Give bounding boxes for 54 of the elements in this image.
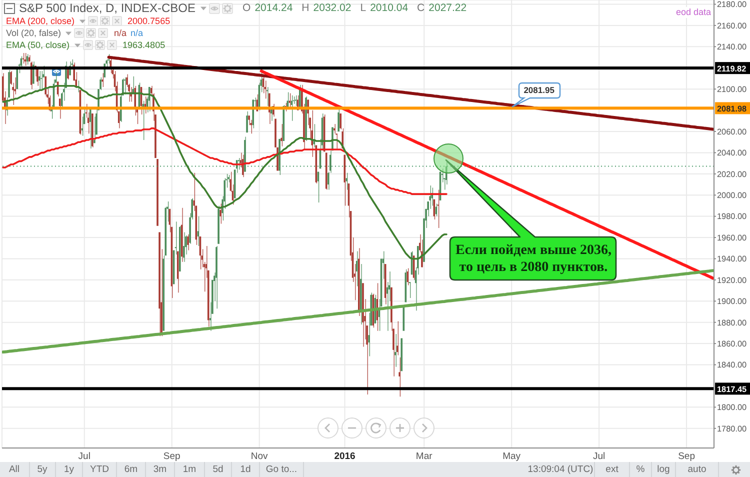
y-tick-label: 2100.00: [717, 84, 748, 94]
chart-title: S&P 500 Index, D, INDEX-CBOE: [19, 1, 196, 15]
text: YTD: [90, 464, 109, 475]
text: EMA (200, close): [6, 15, 75, 27]
x-tick-label: 2016: [334, 451, 356, 462]
annotation: 1963.4805: [122, 39, 166, 51]
y-tick-label: 2180.00: [717, 0, 748, 10]
text: 1y: [64, 464, 74, 475]
text: 1d: [240, 464, 251, 475]
text: ext: [606, 464, 618, 475]
ref-line-label: 1817.45: [717, 384, 748, 394]
text: log: [657, 464, 670, 475]
x-tick-label: Jul: [78, 451, 90, 462]
text: All: [8, 464, 20, 475]
y-tick-label: 1980.00: [717, 212, 748, 222]
y-tick-label: 1800.00: [717, 403, 748, 412]
text: Go to...: [266, 464, 298, 475]
y-tick-label: 1920.00: [717, 276, 748, 285]
annotation: O 2014.24 H 2032.02 L 2010.04 C 2027.22: [242, 2, 467, 14]
y-tick-label: 1780.00: [717, 424, 748, 434]
text: 13:09:04 (UTC): [528, 464, 594, 475]
text: auto: [688, 464, 706, 475]
y-tick-label: 2000.00: [717, 191, 748, 200]
y-tick-label: 2020.00: [717, 170, 748, 179]
ref-line-label: 2119.82: [717, 64, 747, 74]
text: EMA (50, close): [6, 39, 70, 51]
y-tick-label: 1840.00: [717, 360, 748, 370]
y-tick-label: 2140.00: [717, 42, 748, 52]
text: 3m: [153, 464, 167, 475]
text: Vol (20, false) n/a n/a: [6, 28, 144, 38]
y-tick-label: 1860.00: [717, 339, 748, 348]
y-tick-label: 1900.00: [717, 297, 748, 306]
y-tick-label: 2160.00: [717, 21, 748, 30]
x-tick-label: Nov: [250, 451, 268, 462]
text: 6m: [124, 464, 138, 475]
y-tick-label: 2060.00: [717, 127, 748, 136]
text: %: [636, 464, 645, 475]
x-tick-label: Mar: [416, 451, 432, 462]
annotation: Если пойдем выше 2036, то цель в 2080 пунктов.: [456, 242, 612, 276]
text: 1m: [182, 464, 196, 475]
x-tick-label: May: [502, 451, 521, 462]
x-tick-label: Sep: [163, 451, 180, 462]
y-tick-label: 1880.00: [717, 318, 748, 328]
text: 5y: [37, 464, 48, 475]
ref-line-label: 2081.98: [717, 104, 748, 114]
y-tick-label: 1940.00: [717, 254, 748, 264]
x-tick-label: Sep: [678, 451, 695, 462]
annotation: eod data: [676, 7, 711, 17]
annotation: 2000.7565: [128, 15, 170, 27]
text: 5d: [212, 464, 224, 475]
y-tick-label: 2040.00: [717, 148, 748, 158]
x-tick-label: Jul: [592, 451, 606, 462]
annotation: 2081.95: [524, 85, 554, 96]
y-tick-label: 1960.00: [717, 233, 748, 242]
